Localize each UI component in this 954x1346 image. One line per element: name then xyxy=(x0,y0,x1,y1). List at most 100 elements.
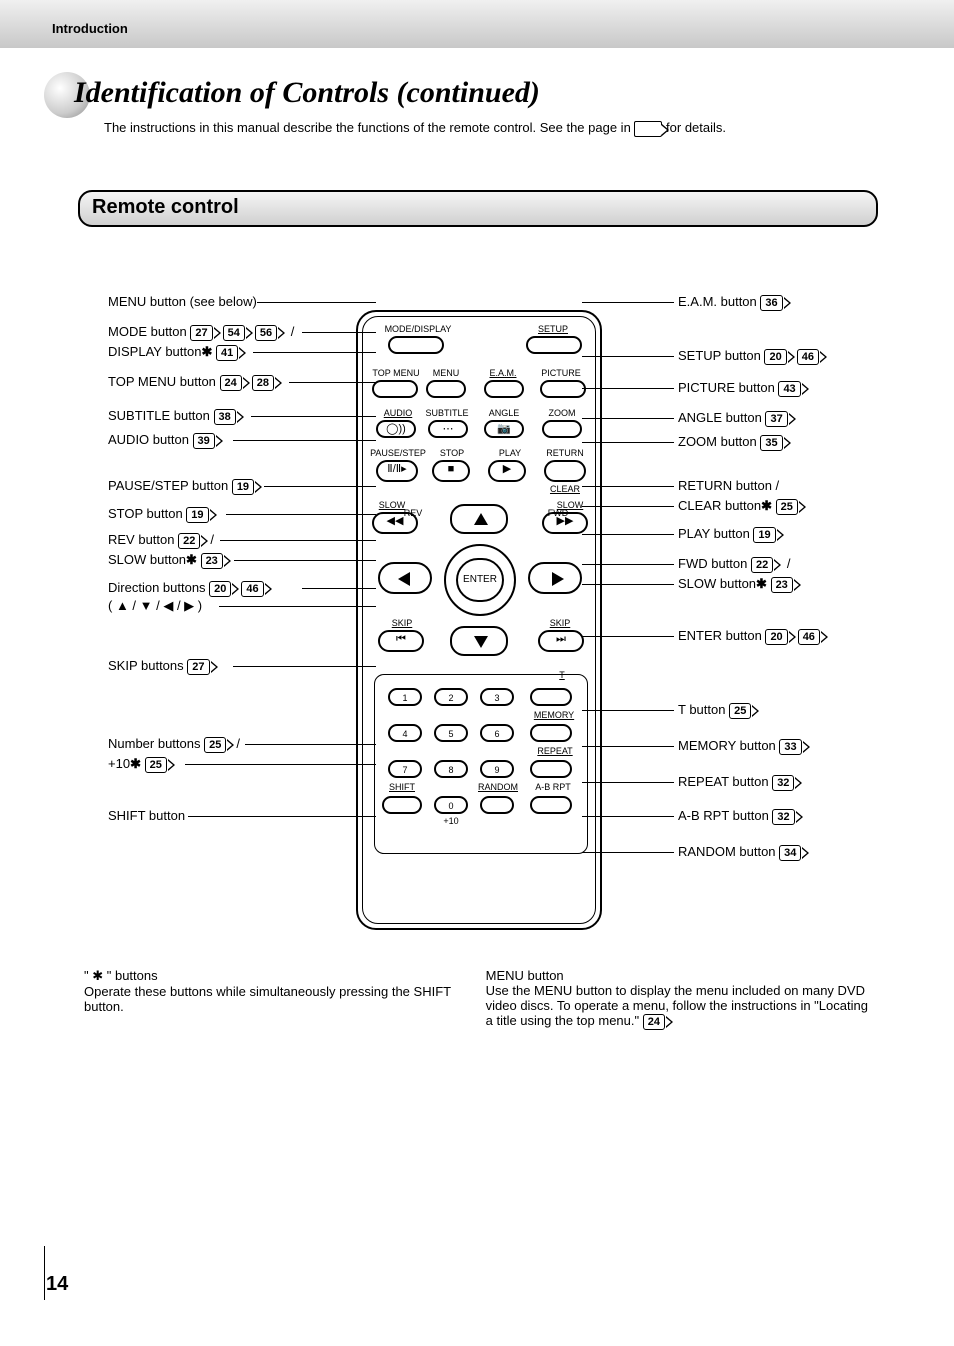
leader-line xyxy=(582,852,674,853)
label-skip-l: SKIP xyxy=(386,618,418,628)
leader-line xyxy=(219,606,376,607)
footnote-right-title: MENU button xyxy=(486,968,874,983)
num-7-button[interactable]: 7 xyxy=(388,760,422,778)
direction-left-button[interactable] xyxy=(378,562,432,594)
callout-text: SHIFT button xyxy=(108,808,185,823)
callout: ENTER button 2046 xyxy=(678,628,830,645)
label-setup: SETUP xyxy=(528,324,578,334)
subtitle-pre: The instructions in this manual describe… xyxy=(104,120,634,135)
star-icon: ✱ xyxy=(756,576,771,591)
leader-line xyxy=(582,564,674,565)
direction-up-button[interactable] xyxy=(450,504,508,534)
memory-button[interactable] xyxy=(530,724,572,742)
callout: REPEAT button 32 xyxy=(678,774,804,791)
num-9-button[interactable]: 9 xyxy=(480,760,514,778)
leader-line xyxy=(289,382,376,383)
enter-button[interactable]: ENTER xyxy=(456,558,504,602)
page-ref: 23 xyxy=(771,577,793,593)
star-icon: ✱ xyxy=(186,552,201,567)
pausestep-button[interactable]: Ⅱ/Ⅱ▸ xyxy=(376,460,418,482)
return-button[interactable] xyxy=(544,460,586,482)
remote-outline: MODE/DISPLAY SETUP TOP MENU MENU E.A.M. … xyxy=(356,310,602,930)
callout: SHIFT button xyxy=(108,808,185,823)
menu-button[interactable] xyxy=(426,380,466,398)
page-ref: 25 xyxy=(776,499,798,515)
num-1-button[interactable]: 1 xyxy=(388,688,422,706)
setup-button[interactable] xyxy=(526,336,582,354)
callout-suffix: / xyxy=(210,532,214,547)
callout: MODE button 275456 / xyxy=(108,324,294,341)
num-6-button[interactable]: 6 xyxy=(480,724,514,742)
page-ref: 34 xyxy=(779,845,801,861)
callout-text: SLOW button xyxy=(108,552,186,567)
play-button[interactable]: ▶ xyxy=(488,460,526,482)
random-button[interactable] xyxy=(480,796,514,814)
num-3-button[interactable]: 3 xyxy=(480,688,514,706)
callout-text: SKIP buttons xyxy=(108,658,187,673)
mode-display-button[interactable] xyxy=(388,336,444,354)
page-ref: 22 xyxy=(751,557,773,573)
t-button[interactable] xyxy=(530,688,572,706)
callout-text: PLAY button xyxy=(678,526,753,541)
callout-text: STOP button xyxy=(108,506,186,521)
callout: DISPLAY button✱ 41 xyxy=(108,344,248,361)
star-icon: ✱ xyxy=(761,498,776,513)
callout-text: DISPLAY button xyxy=(108,344,201,359)
angle-button[interactable]: 📷 xyxy=(484,420,524,438)
footnote-right: MENU button Use the MENU button to displ… xyxy=(486,968,874,1030)
abrpt-button[interactable] xyxy=(530,796,572,814)
label-subtitle: SUBTITLE xyxy=(424,408,470,418)
picture-button[interactable] xyxy=(540,380,586,398)
page-ref: 37 xyxy=(765,411,787,427)
page-ref: 36 xyxy=(760,295,782,311)
leader-line xyxy=(582,534,674,535)
label-shift: SHIFT xyxy=(382,782,422,792)
num-0-button[interactable]: 0 xyxy=(434,796,468,814)
page-ref: 38 xyxy=(214,409,236,425)
leader-line xyxy=(582,356,674,357)
direction-down-button[interactable] xyxy=(450,626,508,656)
subtitle-post: for details. xyxy=(666,120,726,135)
callout: A-B RPT button 32 xyxy=(678,808,805,825)
label-random: RANDOM xyxy=(474,782,522,792)
page-ref: 27 xyxy=(187,659,209,675)
callout-text: PAUSE/STEP button xyxy=(108,478,232,493)
num-8-button[interactable]: 8 xyxy=(434,760,468,778)
shift-button[interactable] xyxy=(382,796,422,814)
callout: SETUP button 2046 xyxy=(678,348,829,365)
callout: RANDOM button 34 xyxy=(678,844,811,861)
direction-right-button[interactable] xyxy=(528,562,582,594)
label-plus10: +10 xyxy=(438,816,464,826)
num-2-button[interactable]: 2 xyxy=(434,688,468,706)
repeat-button[interactable] xyxy=(530,760,572,778)
callout-text: ENTER button xyxy=(678,628,765,643)
eam-button[interactable] xyxy=(484,380,524,398)
callout: SLOW button✱ 23 xyxy=(678,576,803,593)
leader-line xyxy=(302,588,376,589)
subtitle-button[interactable]: ⋯ xyxy=(428,420,468,438)
callout: Number buttons 25/ xyxy=(108,736,240,753)
skip-next-button[interactable]: ⏭ xyxy=(538,630,584,652)
page-ref: 23 xyxy=(201,553,223,569)
num-4-button[interactable]: 4 xyxy=(388,724,422,742)
callout: SKIP buttons 27 xyxy=(108,658,220,675)
topmenu-button[interactable] xyxy=(372,380,418,398)
page-ref: 33 xyxy=(779,739,801,755)
leader-line xyxy=(264,486,376,487)
callout-text: SETUP button xyxy=(678,348,764,363)
label-pausestep: PAUSE/STEP xyxy=(368,448,428,458)
leader-line xyxy=(257,302,376,303)
callout: STOP button 19 xyxy=(108,506,219,523)
zoom-button[interactable] xyxy=(542,420,582,438)
label-picture: PICTURE xyxy=(536,368,586,378)
callout: MEMORY button 33 xyxy=(678,738,812,755)
page-ref: 19 xyxy=(232,479,254,495)
label-t: T xyxy=(556,670,568,680)
page-subtitle: The instructions in this manual describe… xyxy=(104,120,726,137)
skip-prev-button[interactable]: ⏮ xyxy=(378,630,424,652)
callout: FWD button 22 / xyxy=(678,556,790,573)
footnote-left-body: Operate these buttons while simultaneous… xyxy=(84,984,472,1014)
num-5-button[interactable]: 5 xyxy=(434,724,468,742)
stop-button[interactable]: ■ xyxy=(432,460,470,482)
audio-button[interactable]: ◯)) xyxy=(376,420,416,438)
